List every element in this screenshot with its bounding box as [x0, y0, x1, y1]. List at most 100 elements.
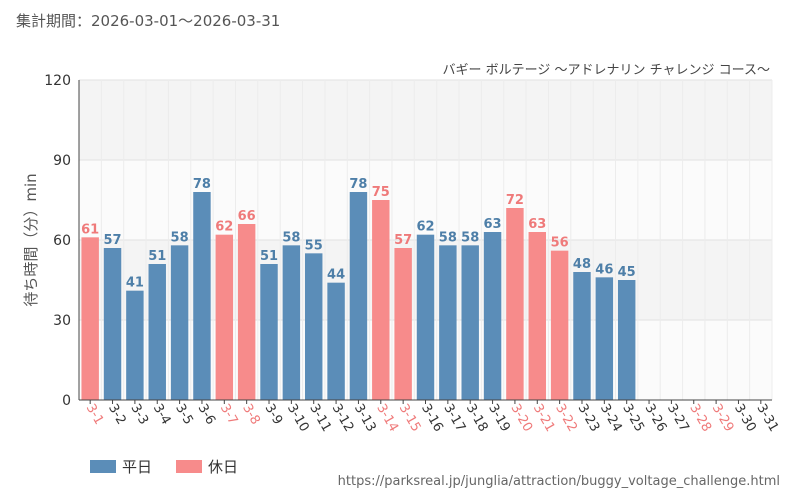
x-tick-label: 3-7	[217, 402, 241, 428]
bar-value-label: 72	[506, 193, 524, 208]
chart-legend: 平日 休日	[90, 456, 238, 477]
bar-value-label: 51	[260, 249, 278, 264]
bar-value-label: 58	[282, 230, 300, 245]
y-tick-label: 60	[53, 233, 71, 249]
bar	[260, 264, 278, 400]
bar-value-label: 58	[171, 230, 189, 245]
x-tick-label: 3-14	[373, 402, 401, 435]
bar-value-label: 63	[484, 217, 502, 232]
x-tick-label: 3-18	[463, 402, 491, 435]
x-tick-label: 3-28	[686, 402, 714, 435]
x-axis-ticks: 3-13-23-33-43-53-63-73-83-93-103-113-123…	[83, 400, 781, 435]
x-tick-label: 3-21	[530, 402, 558, 435]
bar-value-label: 62	[416, 220, 434, 235]
bar	[81, 237, 99, 400]
chart-title: バギー ボルテージ ～アドレナリン チャレンジ コース～	[443, 63, 771, 78]
bar	[617, 280, 636, 400]
bar	[439, 245, 457, 400]
x-tick-label: 3-11	[306, 402, 334, 435]
bar	[193, 192, 211, 400]
x-tick-label: 3-2	[105, 402, 129, 428]
bar-value-label: 58	[461, 230, 479, 245]
bar	[394, 248, 412, 400]
bar-value-label: 45	[618, 265, 636, 280]
x-tick-label: 3-24	[597, 402, 625, 435]
y-axis-ticks: 0 30 60 90 120	[44, 73, 71, 409]
bar	[305, 253, 323, 400]
bar-value-label: 44	[327, 268, 345, 283]
bar	[483, 232, 502, 400]
legend-item-weekday: 平日	[90, 456, 152, 477]
x-tick-label: 3-25	[619, 402, 647, 435]
x-tick-label: 3-3	[127, 402, 151, 428]
bar-value-label: 56	[551, 236, 569, 251]
x-tick-label: 3-17	[440, 402, 468, 435]
y-tick-label: 0	[62, 393, 71, 409]
x-tick-label: 3-5	[172, 402, 196, 428]
x-tick-label: 3-20	[507, 402, 535, 435]
legend-swatch-holiday	[176, 460, 203, 473]
source-url: https://parksreal.jp/junglia/attraction/…	[337, 474, 780, 489]
x-tick-label: 3-13	[351, 402, 379, 435]
bar-value-label: 48	[573, 257, 591, 272]
x-tick-label: 3-1	[83, 402, 107, 428]
x-tick-label: 3-9	[262, 402, 286, 428]
bar-value-label: 57	[103, 233, 121, 248]
bar	[416, 234, 435, 400]
bar	[573, 272, 591, 400]
bar	[148, 264, 166, 400]
bar	[126, 290, 144, 400]
chart-band	[79, 80, 772, 160]
bar	[170, 245, 189, 400]
bar	[372, 200, 390, 400]
chart-value-labels: 61 57 41 51 58 78 62 66 51 58 55 44 78 75 57 62 58 58 63 72…	[81, 177, 636, 291]
x-tick-label: 3-26	[642, 402, 670, 435]
bar-value-label: 66	[238, 209, 256, 224]
bar-value-label: 62	[215, 220, 233, 235]
bar	[349, 192, 368, 400]
bar-value-label: 75	[372, 185, 390, 200]
bar	[595, 277, 614, 400]
bar-value-label: 63	[528, 217, 546, 232]
bar	[237, 224, 256, 400]
bar-value-label: 46	[595, 262, 613, 277]
y-axis-label: 待ち時間（分）min	[22, 173, 40, 306]
bar-value-label: 41	[126, 276, 144, 291]
bar	[327, 282, 345, 400]
x-tick-label: 3-10	[284, 402, 312, 435]
x-tick-label: 3-27	[664, 402, 692, 435]
bar	[461, 245, 479, 400]
y-tick-label: 90	[53, 153, 71, 169]
bar-value-label: 58	[439, 230, 457, 245]
legend-item-holiday: 休日	[176, 456, 238, 477]
bar-value-label: 51	[148, 249, 166, 264]
bar-value-label: 57	[394, 233, 412, 248]
bar	[506, 208, 524, 400]
y-tick-label: 30	[53, 313, 71, 329]
bar-value-label: 61	[81, 222, 99, 237]
bar	[103, 248, 122, 400]
x-tick-label: 3-22	[552, 402, 580, 435]
legend-label-weekday: 平日	[122, 458, 153, 476]
x-tick-label: 3-12	[329, 402, 357, 435]
x-tick-label: 3-6	[194, 402, 218, 428]
bar-value-label: 55	[305, 238, 323, 253]
x-tick-label: 3-4	[150, 402, 174, 428]
x-tick-label: 3-23	[575, 402, 603, 435]
x-tick-label: 3-30	[731, 402, 759, 435]
legend-swatch-weekday	[90, 460, 116, 473]
bar-value-label: 78	[349, 177, 367, 192]
x-tick-label: 3-16	[418, 402, 446, 435]
x-tick-label: 3-8	[239, 402, 263, 428]
bar	[215, 234, 234, 400]
x-tick-label: 3-29	[709, 402, 737, 435]
bar	[282, 245, 301, 400]
legend-label-holiday: 休日	[208, 458, 239, 476]
bar-value-label: 78	[193, 177, 211, 192]
chart-bars	[81, 192, 636, 400]
y-tick-label: 120	[44, 73, 71, 89]
x-tick-label: 3-31	[753, 402, 781, 435]
period-label: 集計期間：2026-03-01～2026-03-31	[16, 12, 281, 30]
bar	[528, 232, 546, 400]
